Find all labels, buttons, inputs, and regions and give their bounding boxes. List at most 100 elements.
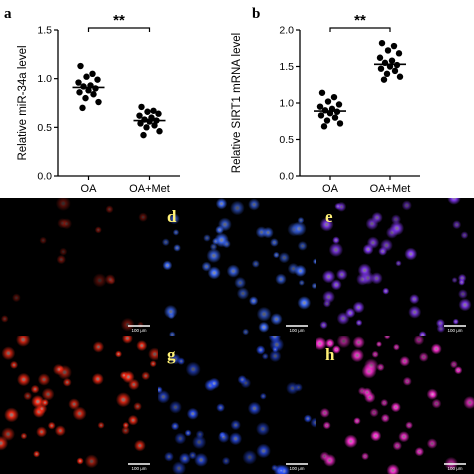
scale-bar-label: 100 μm <box>131 328 146 333</box>
nucleus <box>84 454 99 469</box>
data-point <box>390 42 398 50</box>
nucleus <box>371 350 379 358</box>
nucleus <box>336 268 348 281</box>
nucleus <box>207 266 221 280</box>
y-tick-label: 2.0 <box>279 25 294 37</box>
nucleus <box>119 371 129 380</box>
nucleus <box>311 282 316 290</box>
nucleus <box>247 401 262 416</box>
nucleus <box>242 450 257 465</box>
data-point <box>83 73 90 80</box>
y-tick-label: 0.0 <box>37 171 52 183</box>
nucleus <box>23 391 32 401</box>
nucleus <box>41 387 55 401</box>
nucleus <box>47 421 56 430</box>
nucleus <box>121 336 133 344</box>
nucleus <box>380 398 389 407</box>
micrograph-e: e 100 μm <box>316 198 474 336</box>
data-point <box>140 131 147 139</box>
nucleus <box>37 373 51 386</box>
nucleus <box>9 360 19 369</box>
data-point <box>151 122 158 129</box>
nucleus <box>395 260 402 267</box>
nucleus <box>169 331 176 336</box>
nucleus <box>297 241 308 251</box>
nucleus <box>33 450 41 458</box>
x-tick-label: OA <box>81 183 98 195</box>
nucleus <box>458 278 466 286</box>
nucleus <box>418 331 427 336</box>
y-tick-label: 1.5 <box>37 25 52 37</box>
nucleus <box>121 426 130 435</box>
nucleus <box>369 408 379 418</box>
data-point <box>155 110 162 117</box>
nucleus <box>194 452 209 467</box>
nucleus <box>402 376 412 386</box>
nucleus <box>158 390 170 404</box>
nucleus <box>251 259 260 268</box>
nucleus <box>17 372 31 387</box>
nucleus <box>1 427 15 441</box>
nucleus <box>404 247 418 261</box>
nucleus <box>405 421 413 430</box>
nucleus <box>460 231 469 240</box>
nucleus <box>212 237 220 245</box>
nucleus <box>344 434 358 449</box>
nucleus <box>185 361 201 377</box>
nucleus <box>149 360 157 368</box>
nucleus <box>383 336 391 340</box>
scale-bar-label: 100 μm <box>447 466 462 471</box>
data-point <box>376 54 384 61</box>
nucleus <box>248 198 261 211</box>
nucleus <box>319 451 330 462</box>
data-point <box>85 87 92 94</box>
nucleus <box>259 392 267 400</box>
chart-b: b 0.0 0.5 1.0 1.5 2.0 Relative SIRT1 mRNA leve… <box>231 6 420 195</box>
data-point <box>156 128 163 135</box>
nucleus <box>390 402 401 413</box>
nucleus <box>393 343 400 351</box>
micrograph-h: h 100 μm <box>316 336 474 474</box>
data-point <box>320 123 328 130</box>
x-tick-label: OA+Met <box>370 183 411 195</box>
nucleus <box>322 421 331 430</box>
x-tick-label: OA+Met <box>129 183 170 195</box>
data-point <box>324 98 332 105</box>
data-point <box>76 89 83 96</box>
nucleus <box>449 360 458 369</box>
nucleus <box>310 417 316 428</box>
data-point <box>378 39 386 47</box>
significance-label: ** <box>354 12 366 29</box>
nucleus <box>334 202 342 210</box>
nucleus <box>386 463 400 474</box>
nucleus <box>169 400 182 414</box>
data-point <box>391 67 399 75</box>
nucleus <box>115 392 131 408</box>
data-point <box>316 103 324 110</box>
data-point <box>384 47 392 54</box>
nucleus <box>380 413 390 423</box>
nucleus <box>248 296 259 306</box>
scale-bar-label: 100 μm <box>131 466 146 471</box>
nucleus <box>275 273 287 285</box>
scale-bar-label: 100 μm <box>447 328 462 333</box>
nucleus <box>92 273 107 288</box>
nucleus <box>168 213 180 225</box>
nucleus <box>321 270 336 284</box>
nucleus <box>414 447 425 457</box>
nucleus <box>115 350 122 358</box>
nucleus <box>353 417 361 425</box>
scale-bar-label: 100 μm <box>289 466 304 471</box>
data-point <box>80 83 87 90</box>
nucleus <box>134 439 146 452</box>
nucleus <box>55 198 71 211</box>
nucleus <box>127 414 139 426</box>
significance-label: ** <box>113 12 125 29</box>
nucleus <box>230 419 241 431</box>
nucleus <box>378 246 388 256</box>
nucleus <box>170 422 180 431</box>
micrograph-f: 100 μm <box>0 336 158 474</box>
nucleus <box>269 349 282 363</box>
panel-label-g: g <box>167 345 176 364</box>
nucleus <box>30 384 40 394</box>
